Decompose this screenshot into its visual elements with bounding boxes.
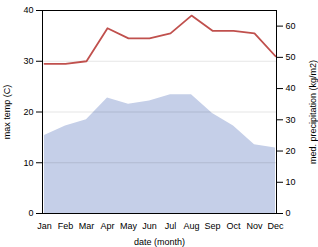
svg-text:10: 10	[286, 177, 296, 187]
svg-text:Jul: Jul	[165, 221, 177, 231]
svg-text:Nov: Nov	[246, 221, 263, 231]
svg-text:20: 20	[286, 146, 296, 156]
svg-text:20: 20	[23, 107, 33, 117]
svg-text:Dec: Dec	[267, 221, 284, 231]
svg-text:May: May	[120, 221, 138, 231]
svg-text:10: 10	[23, 158, 33, 168]
svg-text:Oct: Oct	[226, 221, 241, 231]
svg-text:0: 0	[28, 208, 33, 218]
svg-text:Apr: Apr	[100, 221, 114, 231]
svg-text:30: 30	[286, 115, 296, 125]
svg-text:30: 30	[23, 56, 33, 66]
svg-text:Sep: Sep	[204, 221, 220, 231]
svg-text:Mar: Mar	[79, 221, 95, 231]
svg-text:Jun: Jun	[142, 221, 157, 231]
svg-text:0: 0	[286, 208, 291, 218]
svg-text:40: 40	[286, 83, 296, 93]
svg-text:50: 50	[286, 52, 296, 62]
svg-text:max temp (C): max temp (C)	[2, 85, 12, 140]
svg-text:60: 60	[286, 21, 296, 31]
svg-text:med. precipitation (kg/m2): med. precipitation (kg/m2)	[308, 60, 318, 164]
svg-text:Jan: Jan	[37, 221, 52, 231]
svg-text:Feb: Feb	[58, 221, 74, 231]
svg-text:date (month): date (month)	[134, 237, 185, 247]
svg-text:40: 40	[23, 5, 33, 15]
svg-text:Aug: Aug	[183, 221, 199, 231]
